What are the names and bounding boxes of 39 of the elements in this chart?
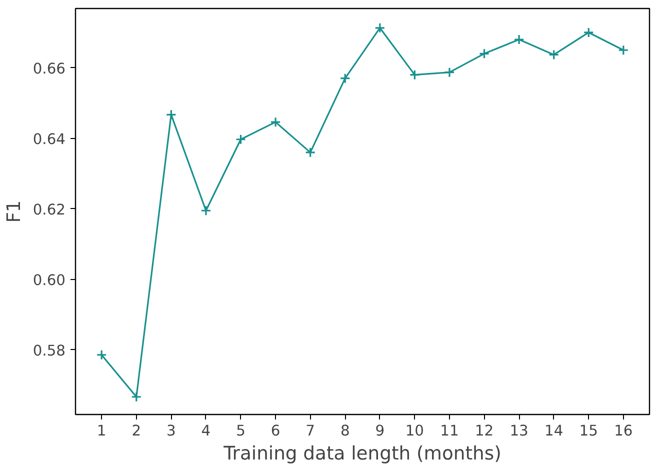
point — [131, 392, 142, 402]
x-axis-title: Training data length (months) — [222, 444, 502, 464]
x-tick-label: 2 — [132, 422, 142, 440]
point — [96, 350, 107, 360]
x-tick-label: 12 — [474, 422, 494, 440]
x-tick-label: 1 — [96, 422, 106, 440]
point — [514, 34, 524, 45]
point — [548, 49, 560, 60]
point — [200, 205, 212, 216]
x-tick-label: 3 — [166, 422, 176, 440]
y-tick-label: 0.62 — [32, 201, 66, 218]
point — [444, 67, 455, 78]
point — [305, 147, 316, 158]
x-tick-label: 5 — [236, 422, 246, 440]
point — [374, 22, 386, 34]
point — [270, 116, 281, 128]
point — [340, 73, 350, 84]
x-tick-label: 7 — [306, 422, 315, 440]
point — [166, 109, 176, 120]
x-tick-label: 13 — [510, 422, 528, 440]
x-tick-label: 11 — [440, 422, 459, 440]
x-tick-label: 8 — [340, 422, 350, 440]
x-tick-label: 14 — [544, 422, 564, 440]
x-tick-label: 10 — [405, 422, 424, 440]
point — [583, 27, 594, 38]
x-tick-label: 15 — [579, 422, 598, 440]
point — [235, 134, 246, 145]
point — [409, 70, 420, 80]
x-tick-label: 6 — [270, 422, 280, 440]
point — [478, 48, 490, 59]
y-tick-label: 0.58 — [32, 342, 66, 360]
y-tick-label: 0.60 — [32, 272, 66, 289]
x-tick-label: 16 — [614, 422, 633, 440]
x-tick-label: 4 — [201, 422, 211, 440]
point — [618, 44, 629, 56]
y-tick-label: 0.66 — [32, 60, 66, 78]
y-tick-label: 0.64 — [32, 130, 66, 148]
y-axis-title: F1 — [4, 200, 25, 223]
x-tick-label: 9 — [375, 422, 385, 440]
